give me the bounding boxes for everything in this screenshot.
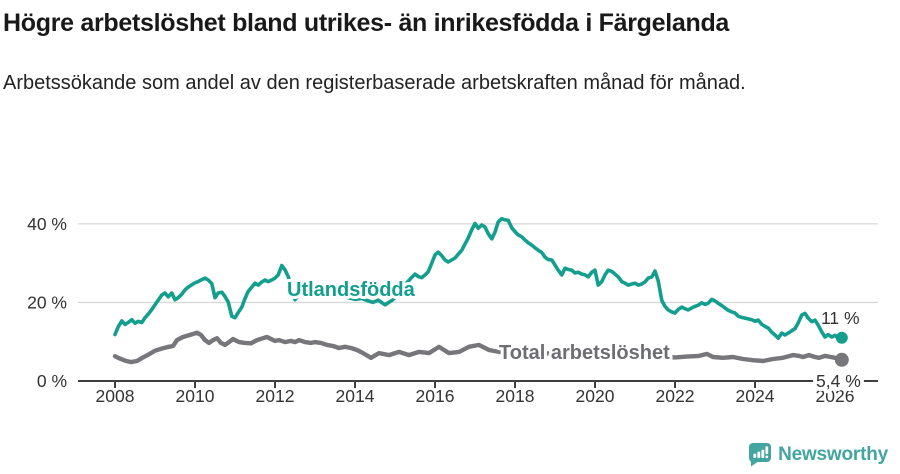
page-title: Högre arbetslöshet bland utrikes- än inr… — [3, 9, 730, 37]
line-chart-area: 2008 2010 2012 2014 2016 2018 2020 2022 2024 2026… — [0, 190, 900, 422]
x-tick-label-2016: 2016 — [416, 386, 455, 406]
series-line-utlandsfodda — [113, 216, 844, 340]
end-value-label-utlandsfodda: 11 % — [821, 308, 860, 328]
x-tick-label-2020: 2020 — [576, 386, 615, 406]
x-tick-label-2022: 2022 — [656, 386, 695, 406]
series-line-total — [112, 330, 844, 365]
y-tick-label-0: 0 % — [37, 371, 67, 391]
x-tick-label-2024: 2024 — [736, 386, 775, 406]
exclamation-dot — [765, 455, 769, 459]
x-tick-label-2014: 2014 — [336, 386, 375, 406]
chart-subtitle: Arbetssökande som andel av den registerb… — [3, 72, 746, 94]
y-tick-label-20: 20 % — [27, 292, 67, 312]
series-end-dot-total — [834, 352, 849, 367]
bar-1 — [753, 453, 757, 458]
bar-3 — [761, 449, 765, 458]
x-tick-label-2012: 2012 — [256, 386, 295, 406]
x-tick-label-2018: 2018 — [496, 386, 535, 406]
end-value-label-total: 5,4 % — [816, 371, 861, 391]
line-chart: 2008 2010 2012 2014 2016 2018 2020 2022 2024 2026… — [27, 214, 878, 406]
series-label-utlandsfodda: Utlandsfödda — [287, 279, 416, 301]
x-tick-label-2010: 2010 — [176, 386, 215, 406]
x-tick-label-2008: 2008 — [96, 386, 135, 406]
x-tick-label-2026: 2026 — [816, 386, 855, 406]
exclamation-bar — [765, 446, 769, 455]
series-label-total: Total arbetslöshet — [499, 342, 670, 364]
newsworthy-logo-icon — [749, 443, 772, 467]
series-end-dot-utlandsfodda — [835, 331, 848, 344]
chart-header: Högre arbetslöshet bland utrikes- än inr… — [3, 0, 893, 100]
y-tick-label-40: 40 % — [27, 214, 67, 234]
newsworthy-wordmark: Newsworthy — [778, 443, 888, 465]
newsworthy-link[interactable]: Newsworthy — [748, 442, 888, 467]
bar-2 — [757, 451, 761, 458]
